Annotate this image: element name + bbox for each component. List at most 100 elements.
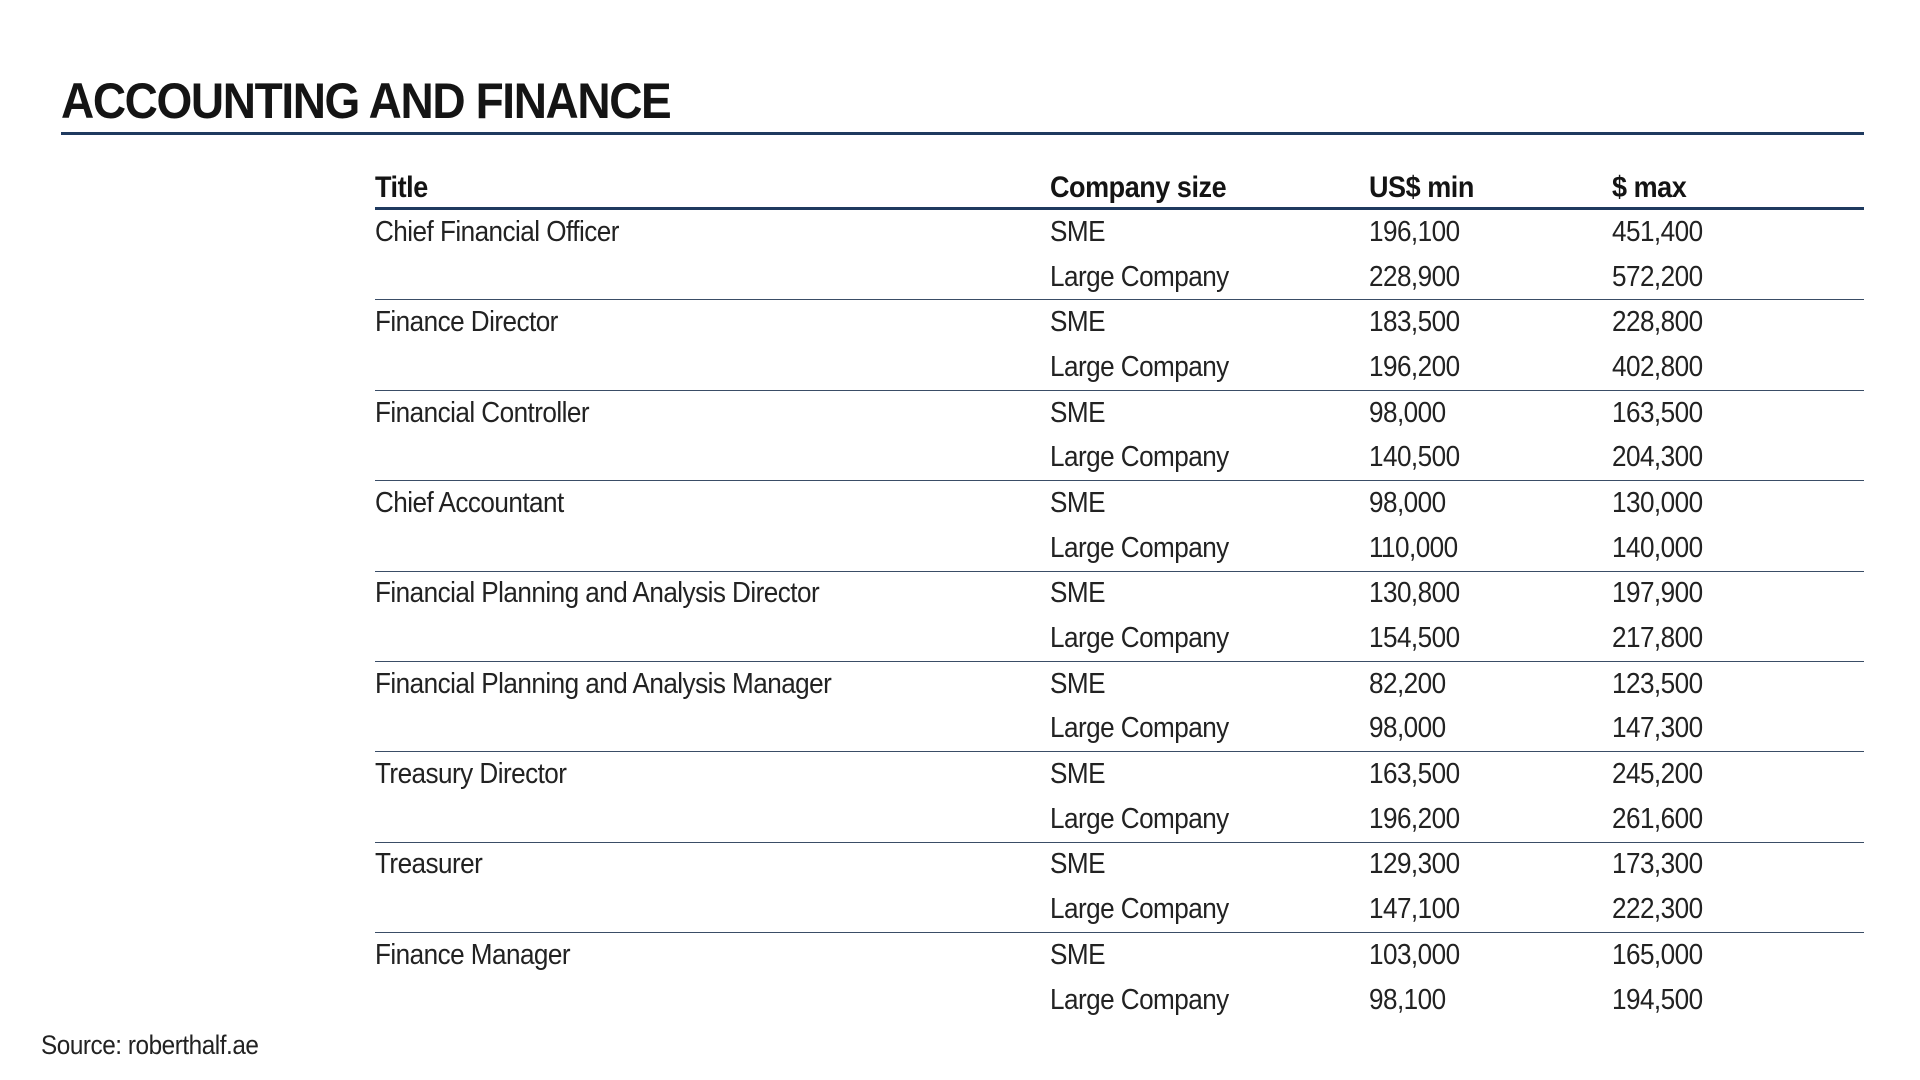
cell-max: 173,300 [1612,848,1703,881]
source-note: Source: roberthalf.ae [41,1030,259,1060]
cell-company-size: Large Company [1050,983,1229,1016]
cell-max: 147,300 [1612,706,1864,753]
cell-min: 103,000 [1369,938,1460,971]
cell-company-size: SME [1050,306,1105,339]
cell-max: 222,300 [1612,887,1864,934]
cell-title [375,706,1050,753]
cell-company-size: Large Company [1050,706,1369,753]
table-row: Treasury Director SME 163,500 245,200 [375,752,1864,797]
cell-min: 183,500 [1369,306,1460,339]
cell-title: Chief Accountant [375,486,564,519]
header-title: Title [375,160,1050,210]
cell-min: 98,000 [1369,706,1612,753]
table-row: Financial Planning and Analysis Manager S… [375,661,1864,706]
table-row: Large Company 140,500 204,300 [375,435,1864,482]
cell-max: 163,500 [1612,396,1703,429]
cell-company-size: SME [1050,577,1105,610]
cell-title [375,887,1050,934]
cell-max: 217,800 [1612,616,1864,662]
cell-max: 130,000 [1612,486,1703,519]
table-row: Financial Controller SME 98,000 163,500 [375,390,1864,435]
cell-max: 228,800 [1612,306,1703,339]
table-row: Large Company 196,200 261,600 [375,796,1864,843]
cell-title: Finance Manager [375,938,571,971]
cell-company-size: Large Company [1050,616,1369,662]
cell-title: Financial Planning and Analysis Director [375,577,820,610]
cell-company-size: Large Company [1050,435,1369,482]
title-divider [61,132,1864,135]
cell-min: 196,200 [1369,345,1612,391]
table-row: Finance Manager SME 103,000 165,000 [375,933,1864,978]
table-row: Chief Financial Officer SME 196,100 451,400 [375,209,1864,255]
cell-max: 402,800 [1612,345,1864,391]
cell-company-size: SME [1050,848,1105,881]
cell-min: 130,800 [1369,577,1460,610]
cell-min: 98,000 [1369,396,1446,429]
cell-company-size: Large Company [1050,525,1369,572]
cell-max: 451,400 [1612,215,1703,248]
cell-title [375,525,1050,572]
cell-title [375,345,1050,391]
cell-title [375,796,1050,843]
cell-min: 140,500 [1369,435,1612,482]
cell-title: Finance Director [375,306,558,339]
cell-min: 147,100 [1369,887,1612,934]
cell-max: 165,000 [1612,938,1703,971]
header-min: US$ min [1369,160,1612,210]
page-title: ACCOUNTING AND FINANCE [61,73,672,129]
cell-company-size: Large Company [1050,887,1369,934]
header-company-size: Company size [1050,160,1369,210]
cell-title: Treasurer [375,848,483,881]
cell-min: 98,000 [1369,486,1446,519]
cell-company-size: Large Company [1050,345,1369,391]
cell-max: 140,000 [1612,525,1864,572]
table-row: Large Company 110,000 140,000 [375,525,1864,572]
cell-max: 197,900 [1612,577,1703,610]
table-row: Large Company 98,000 147,300 [375,706,1864,753]
cell-title [375,254,1050,301]
cell-max: 194,500 [1612,983,1703,1016]
cell-min: 196,100 [1369,215,1460,248]
cell-min: 129,300 [1369,848,1460,881]
cell-max: 572,200 [1612,254,1864,301]
cell-company-size: SME [1050,396,1105,429]
cell-company-size: SME [1050,938,1105,971]
header-max: $ max [1612,160,1864,210]
cell-max: 261,600 [1612,796,1864,843]
cell-title [375,435,1050,482]
cell-min: 163,500 [1369,758,1460,791]
table-row: Large Company 98,100 194,500 [375,978,1864,1023]
table-row: Finance Director SME 183,500 228,800 [375,300,1864,345]
cell-company-size: SME [1050,486,1105,519]
table-body: Chief Financial Officer SME 196,100 451,400… [375,209,1864,1023]
cell-min: 98,100 [1369,983,1446,1016]
cell-title: Chief Financial Officer [375,215,619,248]
salary-table: Title Company size US$ min $ max Chief F… [375,160,1864,1022]
cell-max: 245,200 [1612,758,1703,791]
cell-title: Financial Planning and Analysis Manager [375,667,832,700]
cell-title [375,616,1050,662]
table-row: Large Company 147,100 222,300 [375,887,1864,934]
table-row: Chief Accountant SME 98,000 130,000 [375,481,1864,526]
cell-company-size: Large Company [1050,796,1369,843]
table-row: Treasurer SME 129,300 173,300 [375,842,1864,887]
cell-min: 228,900 [1369,254,1612,301]
cell-min: 82,200 [1369,667,1446,700]
table-row: Financial Planning and Analysis Director… [375,571,1864,616]
table-header-row: Title Company size US$ min $ max [375,160,1864,210]
cell-min: 154,500 [1369,616,1612,662]
cell-min: 196,200 [1369,796,1612,843]
table-row: Large Company 154,500 217,800 [375,616,1864,662]
cell-company-size: Large Company [1050,254,1369,301]
cell-title: Treasury Director [375,758,567,791]
cell-max: 204,300 [1612,435,1864,482]
cell-title: Financial Controller [375,396,590,429]
table-row: Large Company 228,900 572,200 [375,254,1864,301]
cell-min: 110,000 [1369,525,1612,572]
cell-max: 123,500 [1612,667,1703,700]
table-row: Large Company 196,200 402,800 [375,345,1864,391]
cell-company-size: SME [1050,215,1105,248]
cell-company-size: SME [1050,758,1105,791]
cell-company-size: SME [1050,667,1105,700]
cell-title [375,978,1050,1023]
